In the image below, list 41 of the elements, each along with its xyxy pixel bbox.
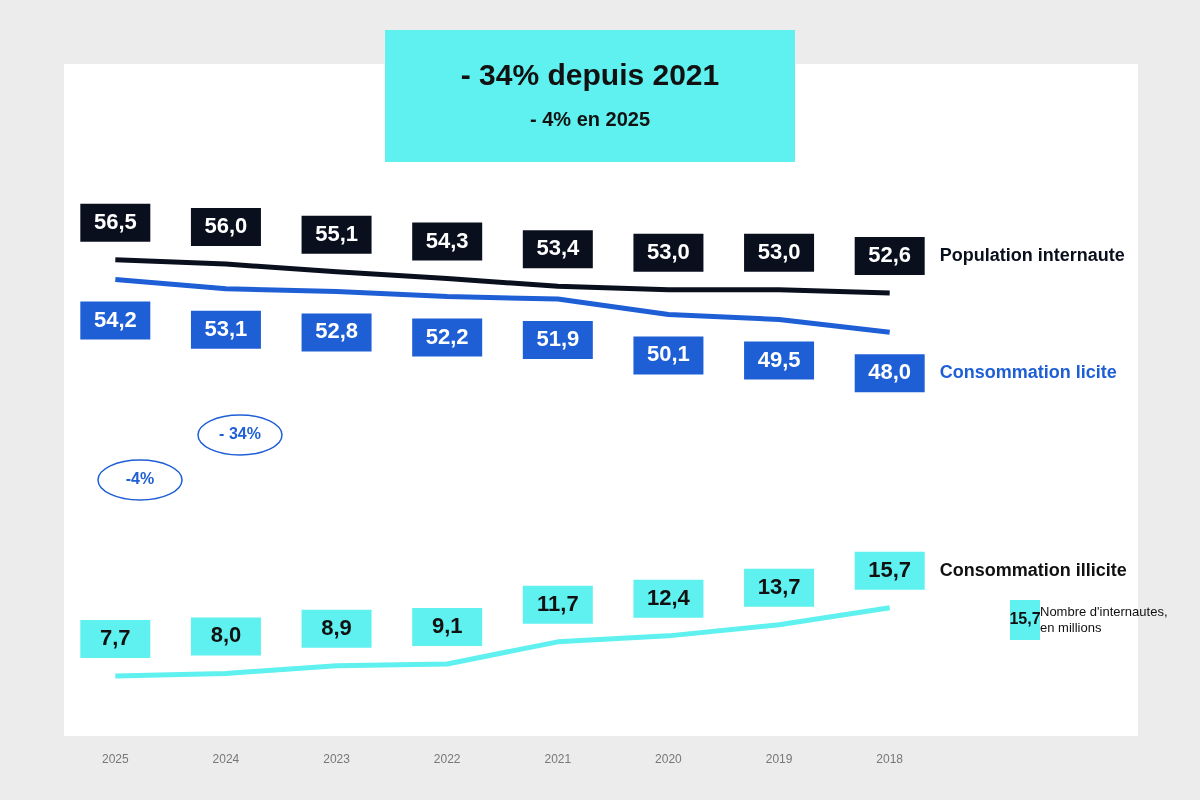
x-tick-label: 2021: [544, 752, 572, 767]
legend-label: Consommation illicite: [939, 559, 1127, 580]
data-label: 54,3: [425, 227, 469, 253]
text: Nombre d'internautes, en millions: [1040, 603, 1168, 635]
data-label: 50,1: [647, 341, 690, 367]
data-label: 8,9: [321, 614, 352, 640]
data-label: 55,1: [315, 220, 358, 246]
annotation: -4%: [125, 470, 155, 488]
data-label: 56,5: [93, 208, 137, 234]
data-label: 51,9: [536, 326, 580, 352]
x-tick-label: 2019: [765, 752, 793, 767]
x-tick-label: 2024: [212, 752, 240, 767]
x-tick-label: 2023: [323, 752, 351, 767]
text: 15,7: [1009, 610, 1041, 628]
data-label: 53,4: [536, 235, 580, 261]
annotation: - 34%: [219, 425, 261, 443]
data-label: 12,4: [647, 584, 691, 610]
data-label: 15,7: [868, 556, 912, 582]
x-tick-label: 2018: [876, 752, 904, 767]
data-label: 52,2: [425, 323, 469, 349]
data-label: 49,5: [757, 346, 801, 372]
x-tick-label: 2020: [655, 752, 683, 767]
data-label: 52,8: [315, 318, 358, 344]
data-label: 7,7: [100, 625, 131, 651]
legend-label: Consommation licite: [939, 362, 1117, 383]
chart-title: - 34% depuis 2021: [459, 58, 721, 92]
data-label: 54,2: [93, 306, 137, 332]
chart-subtitle: - 4% en 2025: [528, 108, 652, 131]
x-tick-label: 2022: [433, 752, 461, 767]
x-tick-label: 2025: [101, 752, 129, 767]
data-label: 53,0: [647, 238, 690, 264]
data-label: 13,7: [757, 573, 801, 599]
data-label: 8,0: [210, 622, 242, 648]
data-label: 53,1: [204, 315, 248, 341]
legend-label: Population internaute: [939, 245, 1125, 266]
data-label: 48,0: [868, 359, 912, 385]
data-label: 11,7: [537, 590, 579, 616]
data-label: 53,0: [757, 238, 801, 264]
data-label: 9,1: [431, 613, 463, 639]
data-label: 52,6: [868, 242, 912, 268]
data-label: 56,0: [204, 213, 248, 239]
